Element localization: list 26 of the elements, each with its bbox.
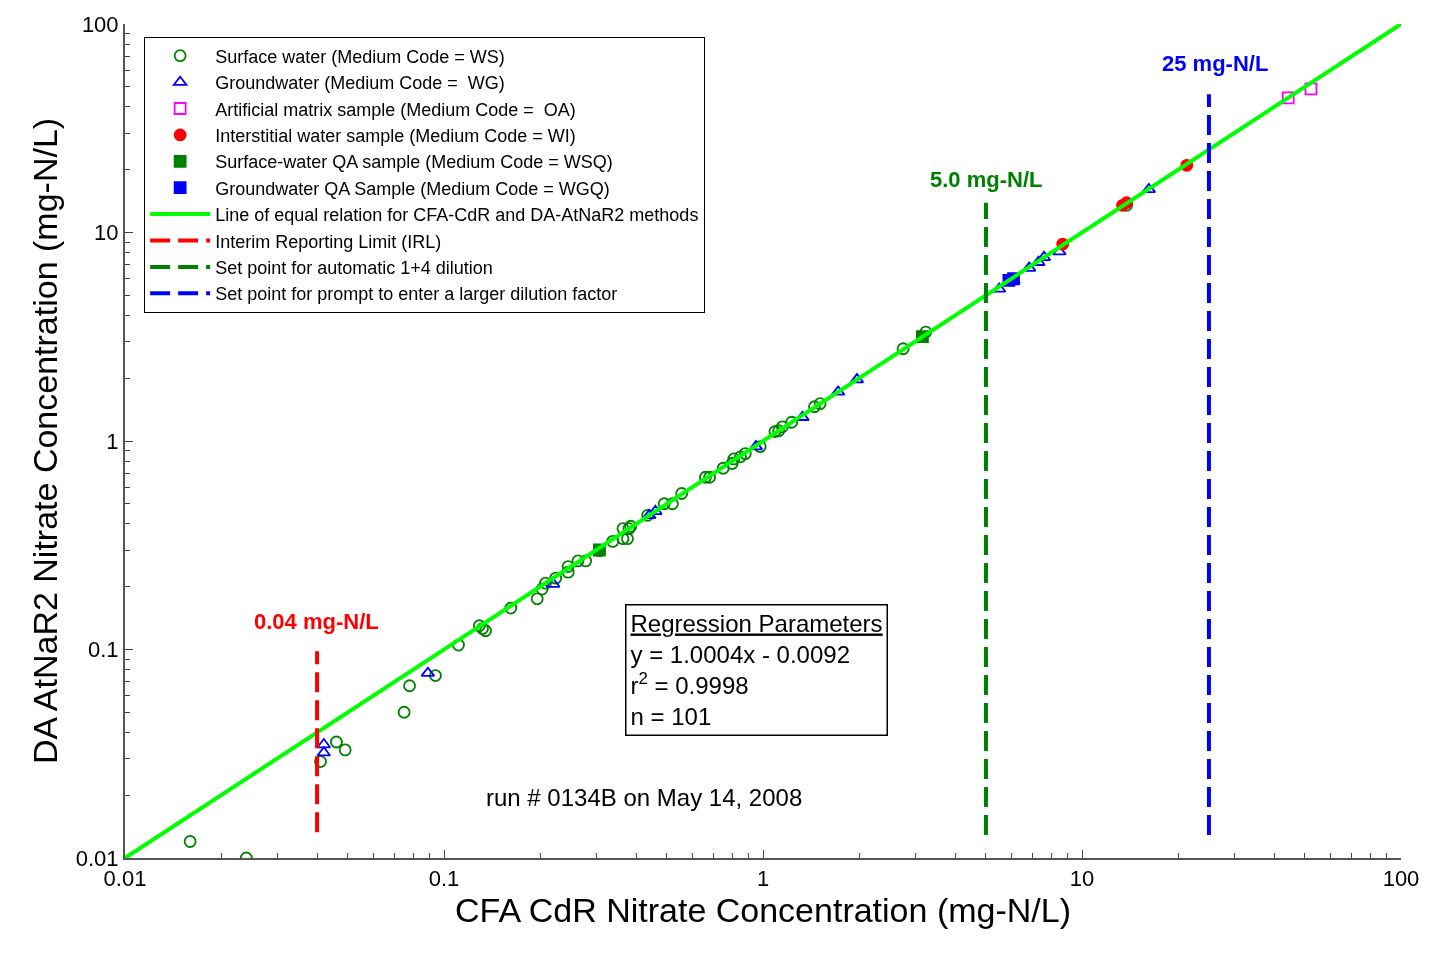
legend-label: Artificial matrix sample (Medium Code = OA) [215, 99, 576, 120]
legend-label: Groundwater (Medium Code = WG) [215, 73, 505, 94]
y-tick-label: 0.1 [88, 637, 119, 663]
y-axis-title: DA AtNaR2 Nitrate Concentration (mg-N/L) [25, 117, 64, 765]
x-tick-label: 100 [1382, 866, 1420, 892]
annotation: 5.0 mg-N/L [930, 167, 1043, 192]
annotation: run # 0134B on May 14, 2008 [486, 784, 803, 811]
x-axis-title: CFA CdR Nitrate Concentration (mg-N/L) [455, 891, 1071, 930]
y-tick-label: 100 [81, 11, 119, 37]
y-tick-label: 0.01 [75, 845, 119, 871]
x-tick-label: 10 [1069, 866, 1095, 892]
legend-label: Set point for automatic 1+4 dilution [215, 257, 493, 278]
x-tick-label: 1 [756, 866, 770, 892]
legend-label: Interstitial water sample (Medium Code = WI) [215, 125, 576, 146]
legend-label: Set point for prompt to enter a larger dilution factor [215, 284, 618, 305]
legend-label: Interim Reporting Limit (IRL) [215, 231, 442, 252]
annotation: 0.04 mg-N/L [254, 609, 379, 634]
legend-label: Groundwater QA Sample (Medium Code = WGQ) [215, 178, 610, 199]
x-tick-label: 0.1 [428, 866, 460, 892]
legend-label: Surface water (Medium Code = WS) [215, 46, 505, 67]
y-tick-label: 1 [106, 428, 119, 454]
annotation: Regression Parameters y = 1.0004x - 0.0092 r$^{2}$ = 0.9998 n = 101 [630, 609, 883, 731]
y-tick-label: 10 [94, 220, 119, 246]
annotation: 25 mg-N/L [1162, 51, 1269, 76]
legend-label: Surface-water QA sample (Medium Code = WSQ) [215, 152, 613, 173]
legend-label: Line of equal relation for CFA-CdR and DA-AtNaR2 methods [215, 205, 699, 226]
